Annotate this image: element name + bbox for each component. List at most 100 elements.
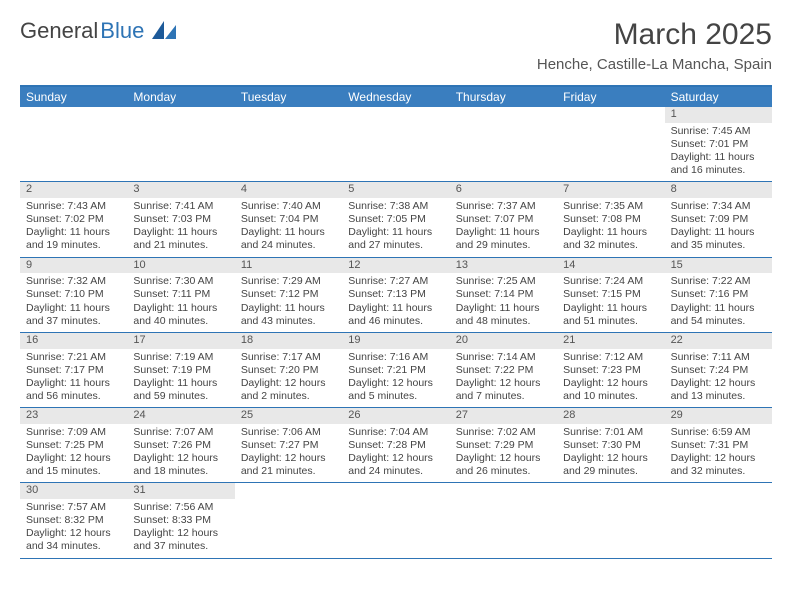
sunset-text: Sunset: 8:33 PM: [133, 514, 228, 527]
daylight-text: Daylight: 12 hours and 7 minutes.: [456, 377, 551, 403]
sunrise-text: Sunrise: 7:41 AM: [133, 200, 228, 213]
daylight-text: Daylight: 11 hours and 54 minutes.: [671, 302, 766, 328]
sunrise-text: Sunrise: 7:57 AM: [26, 501, 121, 514]
dow-cell: Friday: [557, 87, 664, 107]
daylight-text: Daylight: 12 hours and 10 minutes.: [563, 377, 658, 403]
sunset-text: Sunset: 7:23 PM: [563, 364, 658, 377]
sunrise-text: Sunrise: 7:17 AM: [241, 351, 336, 364]
day-number: 13: [450, 258, 557, 274]
day-cell: 17Sunrise: 7:19 AMSunset: 7:19 PMDayligh…: [127, 333, 234, 407]
sunrise-text: Sunrise: 7:07 AM: [133, 426, 228, 439]
sunrise-text: Sunrise: 7:16 AM: [348, 351, 443, 364]
day-cell: [20, 107, 127, 181]
sunrise-text: Sunrise: 7:27 AM: [348, 275, 443, 288]
daylight-text: Daylight: 11 hours and 51 minutes.: [563, 302, 658, 328]
sunset-text: Sunset: 7:07 PM: [456, 213, 551, 226]
day-number: 4: [235, 182, 342, 198]
day-number: 17: [127, 333, 234, 349]
sunset-text: Sunset: 7:05 PM: [348, 213, 443, 226]
dow-cell: Wednesday: [342, 87, 449, 107]
day-cell: 5Sunrise: 7:38 AMSunset: 7:05 PMDaylight…: [342, 182, 449, 256]
sunrise-text: Sunrise: 7:37 AM: [456, 200, 551, 213]
daylight-text: Daylight: 11 hours and 16 minutes.: [671, 151, 766, 177]
sunrise-text: Sunrise: 7:38 AM: [348, 200, 443, 213]
dow-cell: Saturday: [665, 87, 772, 107]
sunrise-text: Sunrise: 7:21 AM: [26, 351, 121, 364]
sunrise-text: Sunrise: 7:11 AM: [671, 351, 766, 364]
day-cell: 9Sunrise: 7:32 AMSunset: 7:10 PMDaylight…: [20, 258, 127, 332]
daylight-text: Daylight: 12 hours and 21 minutes.: [241, 452, 336, 478]
daylight-text: Daylight: 11 hours and 37 minutes.: [26, 302, 121, 328]
day-number: 25: [235, 408, 342, 424]
day-number: 28: [557, 408, 664, 424]
sunset-text: Sunset: 7:11 PM: [133, 288, 228, 301]
header: GeneralBlue March 2025 Henche, Castille-…: [20, 18, 772, 73]
day-number: 9: [20, 258, 127, 274]
day-number: 15: [665, 258, 772, 274]
sunrise-text: Sunrise: 7:22 AM: [671, 275, 766, 288]
week-row: 9Sunrise: 7:32 AMSunset: 7:10 PMDaylight…: [20, 258, 772, 333]
day-number: 14: [557, 258, 664, 274]
sunset-text: Sunset: 7:12 PM: [241, 288, 336, 301]
sunrise-text: Sunrise: 7:34 AM: [671, 200, 766, 213]
day-cell: 24Sunrise: 7:07 AMSunset: 7:26 PMDayligh…: [127, 408, 234, 482]
daylight-text: Daylight: 11 hours and 29 minutes.: [456, 226, 551, 252]
day-cell: 21Sunrise: 7:12 AMSunset: 7:23 PMDayligh…: [557, 333, 664, 407]
sunset-text: Sunset: 7:08 PM: [563, 213, 658, 226]
day-cell: 29Sunrise: 6:59 AMSunset: 7:31 PMDayligh…: [665, 408, 772, 482]
sunset-text: Sunset: 7:09 PM: [671, 213, 766, 226]
day-number: 16: [20, 333, 127, 349]
daylight-text: Daylight: 12 hours and 32 minutes.: [671, 452, 766, 478]
day-cell: 14Sunrise: 7:24 AMSunset: 7:15 PMDayligh…: [557, 258, 664, 332]
sunrise-text: Sunrise: 7:19 AM: [133, 351, 228, 364]
sunrise-text: Sunrise: 7:32 AM: [26, 275, 121, 288]
day-of-week-row: SundayMondayTuesdayWednesdayThursdayFrid…: [20, 87, 772, 107]
day-cell: 4Sunrise: 7:40 AMSunset: 7:04 PMDaylight…: [235, 182, 342, 256]
day-cell: 15Sunrise: 7:22 AMSunset: 7:16 PMDayligh…: [665, 258, 772, 332]
day-number: 30: [20, 483, 127, 499]
sunrise-text: Sunrise: 7:12 AM: [563, 351, 658, 364]
daylight-text: Daylight: 12 hours and 24 minutes.: [348, 452, 443, 478]
day-number: 31: [127, 483, 234, 499]
weeks-container: 1Sunrise: 7:45 AMSunset: 7:01 PMDaylight…: [20, 107, 772, 559]
daylight-text: Daylight: 12 hours and 2 minutes.: [241, 377, 336, 403]
sunrise-text: Sunrise: 7:14 AM: [456, 351, 551, 364]
daylight-text: Daylight: 11 hours and 24 minutes.: [241, 226, 336, 252]
day-cell: 12Sunrise: 7:27 AMSunset: 7:13 PMDayligh…: [342, 258, 449, 332]
daylight-text: Daylight: 12 hours and 13 minutes.: [671, 377, 766, 403]
daylight-text: Daylight: 12 hours and 18 minutes.: [133, 452, 228, 478]
day-cell: [665, 483, 772, 557]
sunset-text: Sunset: 7:24 PM: [671, 364, 766, 377]
day-cell: 20Sunrise: 7:14 AMSunset: 7:22 PMDayligh…: [450, 333, 557, 407]
dow-cell: Thursday: [450, 87, 557, 107]
daylight-text: Daylight: 12 hours and 26 minutes.: [456, 452, 551, 478]
day-cell: [557, 483, 664, 557]
calendar: SundayMondayTuesdayWednesdayThursdayFrid…: [20, 85, 772, 559]
sunset-text: Sunset: 7:29 PM: [456, 439, 551, 452]
sunset-text: Sunset: 7:13 PM: [348, 288, 443, 301]
sunset-text: Sunset: 7:14 PM: [456, 288, 551, 301]
sunrise-text: Sunrise: 7:56 AM: [133, 501, 228, 514]
day-cell: 28Sunrise: 7:01 AMSunset: 7:30 PMDayligh…: [557, 408, 664, 482]
day-cell: 30Sunrise: 7:57 AMSunset: 8:32 PMDayligh…: [20, 483, 127, 557]
week-row: 2Sunrise: 7:43 AMSunset: 7:02 PMDaylight…: [20, 182, 772, 257]
week-row: 1Sunrise: 7:45 AMSunset: 7:01 PMDaylight…: [20, 107, 772, 182]
day-cell: [127, 107, 234, 181]
daylight-text: Daylight: 12 hours and 5 minutes.: [348, 377, 443, 403]
dow-cell: Sunday: [20, 87, 127, 107]
brand-logo: GeneralBlue: [20, 18, 178, 44]
daylight-text: Daylight: 12 hours and 37 minutes.: [133, 527, 228, 553]
day-cell: [342, 483, 449, 557]
sunset-text: Sunset: 7:22 PM: [456, 364, 551, 377]
sunset-text: Sunset: 7:10 PM: [26, 288, 121, 301]
day-number: 3: [127, 182, 234, 198]
location-text: Henche, Castille-La Mancha, Spain: [537, 56, 772, 73]
daylight-text: Daylight: 12 hours and 34 minutes.: [26, 527, 121, 553]
daylight-text: Daylight: 11 hours and 48 minutes.: [456, 302, 551, 328]
day-cell: [342, 107, 449, 181]
sunrise-text: Sunrise: 6:59 AM: [671, 426, 766, 439]
day-cell: 8Sunrise: 7:34 AMSunset: 7:09 PMDaylight…: [665, 182, 772, 256]
week-row: 23Sunrise: 7:09 AMSunset: 7:25 PMDayligh…: [20, 408, 772, 483]
sunrise-text: Sunrise: 7:45 AM: [671, 125, 766, 138]
day-number: 29: [665, 408, 772, 424]
